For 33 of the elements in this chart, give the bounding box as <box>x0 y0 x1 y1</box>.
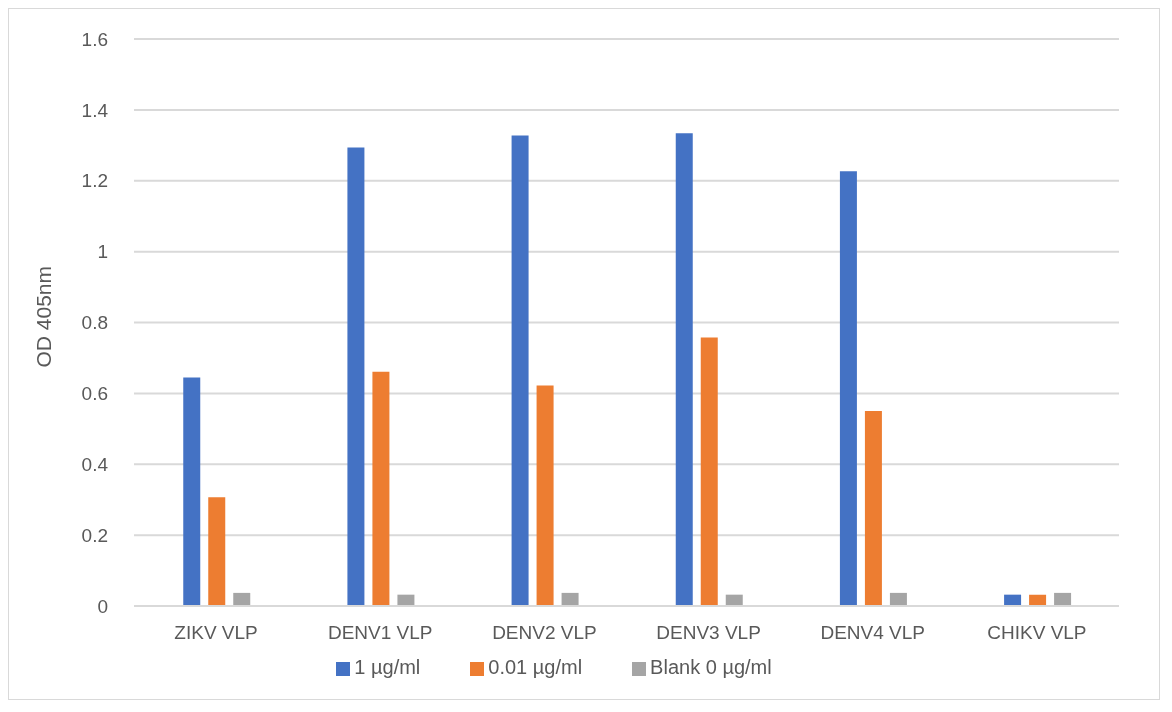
y-tick-label: 0.6 <box>81 383 108 405</box>
x-tick-label: DENV4 VLP <box>820 622 926 644</box>
y-tick-label: 1.6 <box>81 28 108 50</box>
y-tick-label: 1 <box>97 241 108 263</box>
legend-label: Blank 0 µg/ml <box>650 656 772 678</box>
bar <box>372 371 390 606</box>
bar <box>889 592 907 606</box>
bar <box>536 385 554 606</box>
bar <box>864 411 882 606</box>
bar <box>208 497 226 606</box>
bar <box>511 135 529 606</box>
bar <box>700 337 718 606</box>
x-tick-label: DENV1 VLP <box>327 622 433 644</box>
y-tick-label: 0.4 <box>81 453 109 475</box>
y-tick-label: 1.4 <box>81 99 109 121</box>
y-axis-title: OD 405nm <box>32 265 56 368</box>
x-tick-label: CHIKV VLP <box>987 622 1087 644</box>
bar <box>1054 592 1072 606</box>
y-tick-label: 0.8 <box>81 312 108 334</box>
y-tick-label: 1.2 <box>81 170 108 192</box>
x-tick-label: DENV3 VLP <box>656 622 761 644</box>
bar <box>233 592 251 606</box>
legend-label: 1 µg/ml <box>354 656 421 678</box>
x-tick-label: ZIKV VLP <box>174 622 258 644</box>
bar <box>347 147 365 606</box>
x-tick-label: DENV2 VLP <box>492 622 597 644</box>
legend-label: 0.01 µg/ml <box>488 656 583 678</box>
y-tick-label: 0 <box>97 595 108 617</box>
y-tick-label: 0.2 <box>81 524 108 546</box>
bar <box>183 377 201 606</box>
bar <box>561 592 579 606</box>
bar <box>839 171 857 606</box>
bar <box>675 133 693 606</box>
